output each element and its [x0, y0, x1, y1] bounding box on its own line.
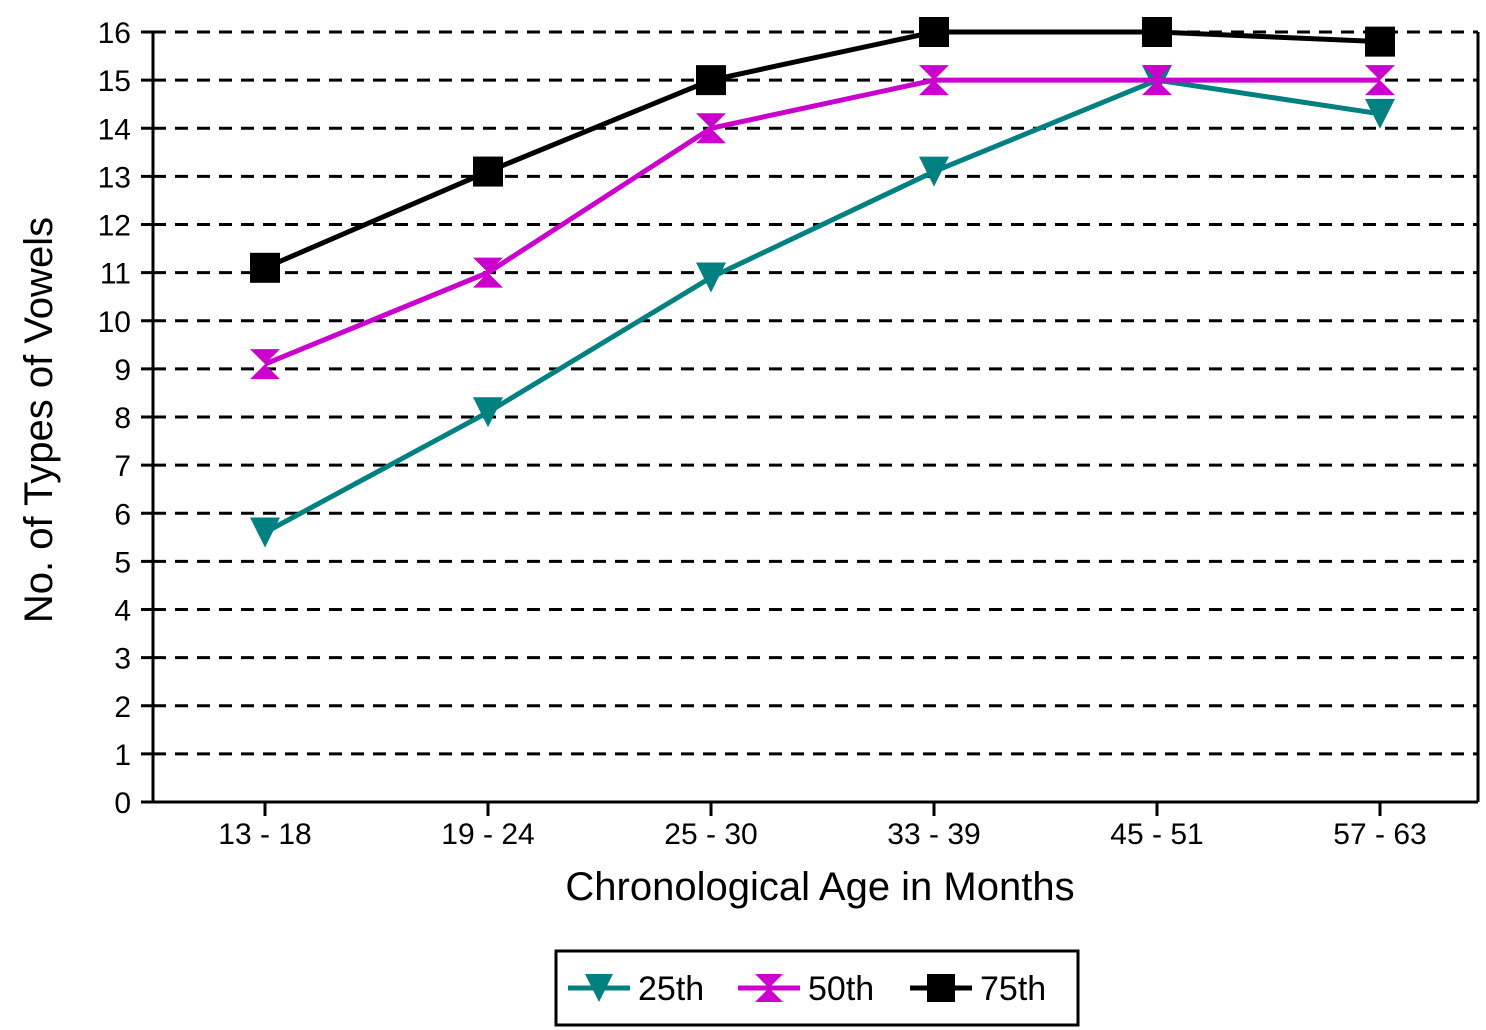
y-tick-label: 1: [114, 739, 131, 772]
y-tick-label: 7: [114, 450, 131, 483]
y-tick-label: 15: [98, 65, 131, 98]
data-point: [1365, 98, 1395, 129]
series-lines: [250, 17, 1395, 548]
y-axis-title: No. of Types of Vowels: [17, 217, 61, 623]
series-50th: [250, 65, 1395, 380]
legend-label: 50th: [808, 970, 874, 1008]
x-tick-label: 33 - 39: [887, 818, 980, 851]
y-tick-label: 0: [114, 787, 131, 820]
y-tick-label: 13: [98, 161, 131, 194]
x-tick-label: 45 - 51: [1110, 818, 1203, 851]
data-point: [1142, 65, 1172, 96]
y-tick-label: 3: [114, 643, 131, 676]
legend-item-50th: 50th: [738, 970, 874, 1008]
data-point: [1365, 65, 1395, 96]
grid-lines: [153, 30, 1478, 756]
data-point: [919, 156, 949, 187]
data-point: [919, 65, 949, 96]
data-point: [473, 156, 503, 187]
y-tick-label: 12: [98, 210, 131, 243]
x-tick-label: 25 - 30: [664, 818, 757, 851]
series-line: [264, 29, 1381, 271]
legend-item-25th: 25th: [568, 970, 704, 1008]
y-tick-label: 10: [98, 306, 131, 339]
legend-item-75th: 75th: [910, 970, 1046, 1008]
data-point: [919, 17, 949, 47]
data-point: [585, 974, 613, 1002]
legend: 25th 50th 75th: [554, 949, 1080, 1027]
data-point: [1142, 17, 1172, 47]
series-line: [263, 77, 1381, 535]
legend-label: 25th: [638, 970, 704, 1008]
x-ticks: 13 - 18 19 - 24 25 - 30 33 - 39 45 - 51 57 - …: [218, 802, 1427, 851]
legend-label: 75th: [980, 970, 1046, 1008]
series-line: [264, 77, 1380, 367]
data-point: [250, 517, 280, 548]
data-point: [696, 113, 726, 144]
data-point: [696, 262, 726, 293]
y-tick-label: 9: [114, 354, 131, 387]
y-tick-label: 8: [114, 402, 131, 435]
y-tick-label: 5: [114, 546, 131, 579]
x-axis-title: Chronological Age in Months: [565, 865, 1074, 909]
data-point: [1365, 26, 1395, 57]
data-point: [755, 974, 783, 1002]
data-point: [927, 974, 955, 1002]
data-point: [473, 397, 503, 428]
x-tick-label: 13 - 18: [218, 818, 311, 851]
y-tick-label: 16: [98, 17, 131, 50]
y-tick-label: 6: [114, 498, 131, 531]
y-tick-label: 14: [98, 113, 131, 146]
data-point: [473, 257, 503, 288]
legend-box: [554, 949, 1080, 1027]
series-25th: [250, 65, 1395, 548]
data-point: [696, 65, 726, 96]
x-tick-label: 19 - 24: [441, 818, 534, 851]
x-tick-label: 57 - 63: [1333, 818, 1426, 851]
series-75th: [250, 17, 1395, 283]
data-point: [250, 252, 280, 283]
y-tick-label: 4: [114, 595, 131, 628]
y-tick-label: 11: [100, 258, 131, 291]
y-tick-label: 2: [114, 691, 131, 724]
data-point: [250, 349, 280, 380]
